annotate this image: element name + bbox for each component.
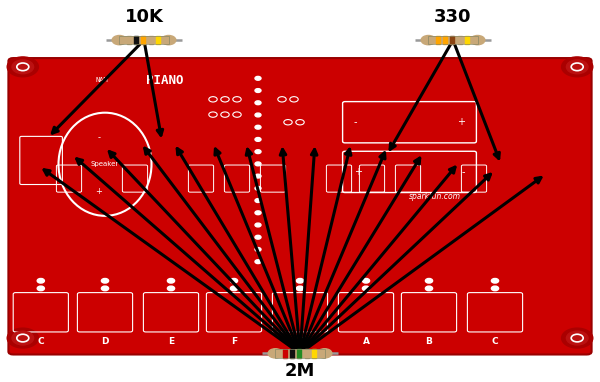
Bar	[458, 36, 462, 44]
Circle shape	[425, 286, 433, 291]
Text: +: +	[457, 117, 465, 127]
Bar	[134, 36, 138, 44]
Bar	[119, 36, 169, 44]
Circle shape	[230, 278, 238, 283]
Text: NAM: NAM	[95, 77, 109, 83]
Circle shape	[255, 235, 261, 239]
FancyBboxPatch shape	[8, 58, 592, 354]
Circle shape	[101, 286, 109, 291]
Text: -: -	[461, 167, 465, 177]
Text: C: C	[491, 337, 499, 346]
Bar	[298, 349, 301, 358]
Circle shape	[255, 248, 261, 251]
Circle shape	[255, 211, 261, 215]
Text: Speaker: Speaker	[91, 161, 119, 167]
Circle shape	[255, 138, 261, 141]
Circle shape	[425, 278, 433, 283]
Circle shape	[362, 278, 370, 283]
Circle shape	[167, 278, 175, 283]
Text: F: F	[231, 337, 237, 346]
Circle shape	[255, 101, 261, 105]
Circle shape	[37, 278, 44, 283]
Circle shape	[7, 57, 38, 77]
Text: E: E	[168, 337, 174, 346]
Text: +: +	[95, 186, 103, 196]
Bar	[275, 349, 325, 358]
Circle shape	[562, 328, 593, 348]
Text: A: A	[362, 337, 370, 346]
Text: C: C	[37, 337, 44, 346]
Circle shape	[230, 286, 238, 291]
Bar	[142, 36, 145, 44]
Bar	[312, 349, 316, 358]
Text: +: +	[354, 167, 362, 177]
Circle shape	[317, 349, 332, 358]
Circle shape	[112, 36, 127, 45]
Circle shape	[255, 125, 261, 129]
Circle shape	[12, 331, 34, 345]
Circle shape	[255, 76, 261, 80]
Circle shape	[491, 278, 499, 283]
Bar	[451, 36, 454, 44]
Text: -: -	[354, 117, 358, 127]
Bar	[436, 36, 440, 44]
Circle shape	[566, 60, 588, 74]
Bar	[275, 349, 325, 358]
Circle shape	[255, 89, 261, 92]
Text: PIANO: PIANO	[146, 74, 184, 87]
Circle shape	[255, 223, 261, 227]
Circle shape	[255, 174, 261, 178]
Circle shape	[7, 328, 38, 348]
Circle shape	[562, 57, 593, 77]
Circle shape	[255, 162, 261, 166]
Bar	[149, 36, 153, 44]
Text: -: -	[97, 133, 100, 142]
Text: B: B	[425, 337, 433, 346]
Circle shape	[255, 150, 261, 154]
Text: 2M: 2M	[285, 361, 315, 380]
Circle shape	[255, 199, 261, 202]
Text: D: D	[101, 337, 109, 346]
Bar	[283, 349, 287, 358]
Bar	[465, 36, 469, 44]
Bar	[127, 36, 131, 44]
Bar	[443, 36, 447, 44]
Text: 330: 330	[434, 8, 472, 26]
Bar	[290, 349, 294, 358]
Text: 10K: 10K	[125, 8, 163, 26]
Circle shape	[296, 286, 304, 291]
Circle shape	[161, 36, 176, 45]
Text: sparkfun.com: sparkfun.com	[409, 192, 461, 201]
Circle shape	[255, 186, 261, 190]
Circle shape	[268, 349, 283, 358]
Bar	[305, 349, 309, 358]
Bar	[119, 36, 169, 44]
Circle shape	[491, 286, 499, 291]
Circle shape	[37, 286, 44, 291]
Circle shape	[362, 286, 370, 291]
Circle shape	[421, 36, 436, 45]
Bar	[428, 36, 478, 44]
Circle shape	[167, 286, 175, 291]
Circle shape	[255, 260, 261, 264]
Circle shape	[470, 36, 485, 45]
Text: G: G	[296, 337, 304, 346]
Circle shape	[255, 113, 261, 117]
Circle shape	[296, 278, 304, 283]
Bar	[156, 36, 160, 44]
Circle shape	[12, 60, 34, 74]
Circle shape	[101, 278, 109, 283]
Bar	[428, 36, 478, 44]
Circle shape	[566, 331, 588, 345]
